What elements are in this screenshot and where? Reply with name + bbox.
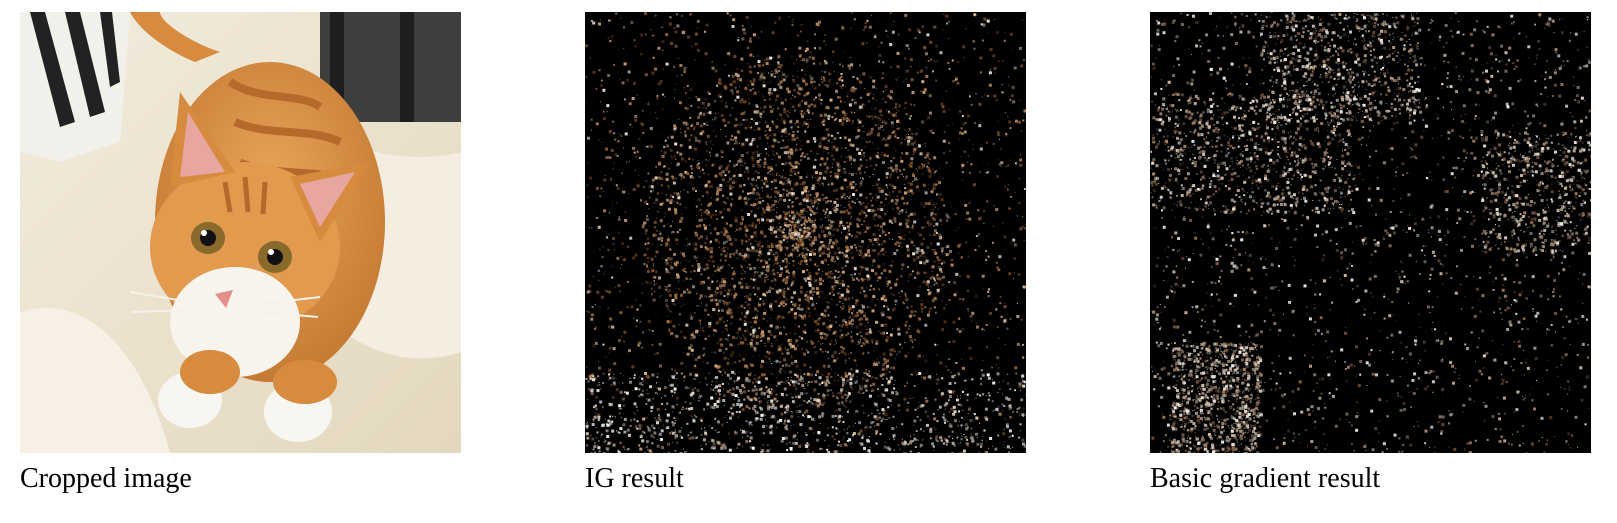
caption-ig-result: IG result — [585, 463, 684, 494]
basic-gradient-attribution-pixels — [1150, 12, 1591, 453]
ig-attribution-map — [585, 12, 1026, 453]
ig-attribution-pixels — [585, 12, 1026, 453]
panel-basic-gradient-result: Basic gradient result — [1150, 12, 1591, 495]
cropped-kitten-image — [20, 12, 461, 453]
basic-gradient-attribution-map — [1150, 12, 1591, 453]
panel-cropped-image: Cropped image — [20, 12, 461, 495]
caption-cropped-image: Cropped image — [20, 463, 192, 494]
kitten-photo-illustration — [20, 12, 461, 453]
caption-basic-gradient-result: Basic gradient result — [1150, 463, 1381, 494]
panel-ig-result: IG result — [585, 12, 1026, 495]
